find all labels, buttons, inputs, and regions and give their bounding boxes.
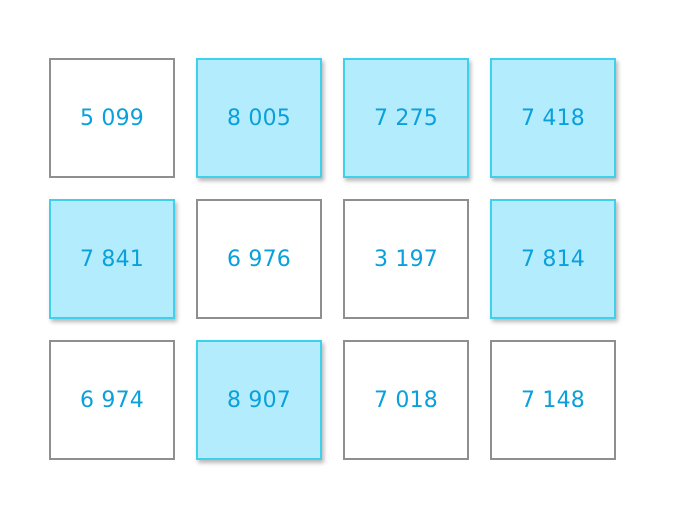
tile-value: 7 841	[80, 246, 144, 272]
tile-value: 8 005	[227, 105, 291, 131]
tile-2-selected[interactable]: 8 005	[196, 58, 322, 178]
tile-10-selected[interactable]: 8 907	[196, 340, 322, 460]
tile-12[interactable]: 7 148	[490, 340, 616, 460]
tile-1[interactable]: 5 099	[49, 58, 175, 178]
tile-9[interactable]: 6 974	[49, 340, 175, 460]
tile-4-selected[interactable]: 7 418	[490, 58, 616, 178]
tile-3-selected[interactable]: 7 275	[343, 58, 469, 178]
tile-value: 7 814	[521, 246, 585, 272]
tile-value: 7 148	[521, 387, 585, 413]
tile-value: 3 197	[374, 246, 438, 272]
tile-7[interactable]: 3 197	[343, 199, 469, 319]
tile-value: 6 976	[227, 246, 291, 272]
tile-value: 7 418	[521, 105, 585, 131]
tile-value: 7 275	[374, 105, 438, 131]
tile-11[interactable]: 7 018	[343, 340, 469, 460]
tile-6[interactable]: 6 976	[196, 199, 322, 319]
tile-value: 7 018	[374, 387, 438, 413]
tile-value: 8 907	[227, 387, 291, 413]
tile-grid: 5 099 8 005 7 275 7 418 7 841 6 976 3 19…	[49, 58, 616, 460]
tile-value: 5 099	[80, 105, 144, 131]
tile-value: 6 974	[80, 387, 144, 413]
tile-5-selected[interactable]: 7 841	[49, 199, 175, 319]
tile-8-selected[interactable]: 7 814	[490, 199, 616, 319]
